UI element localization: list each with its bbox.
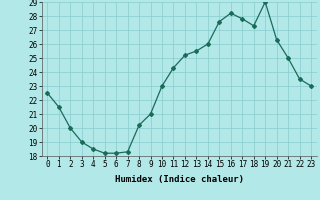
X-axis label: Humidex (Indice chaleur): Humidex (Indice chaleur) (115, 175, 244, 184)
